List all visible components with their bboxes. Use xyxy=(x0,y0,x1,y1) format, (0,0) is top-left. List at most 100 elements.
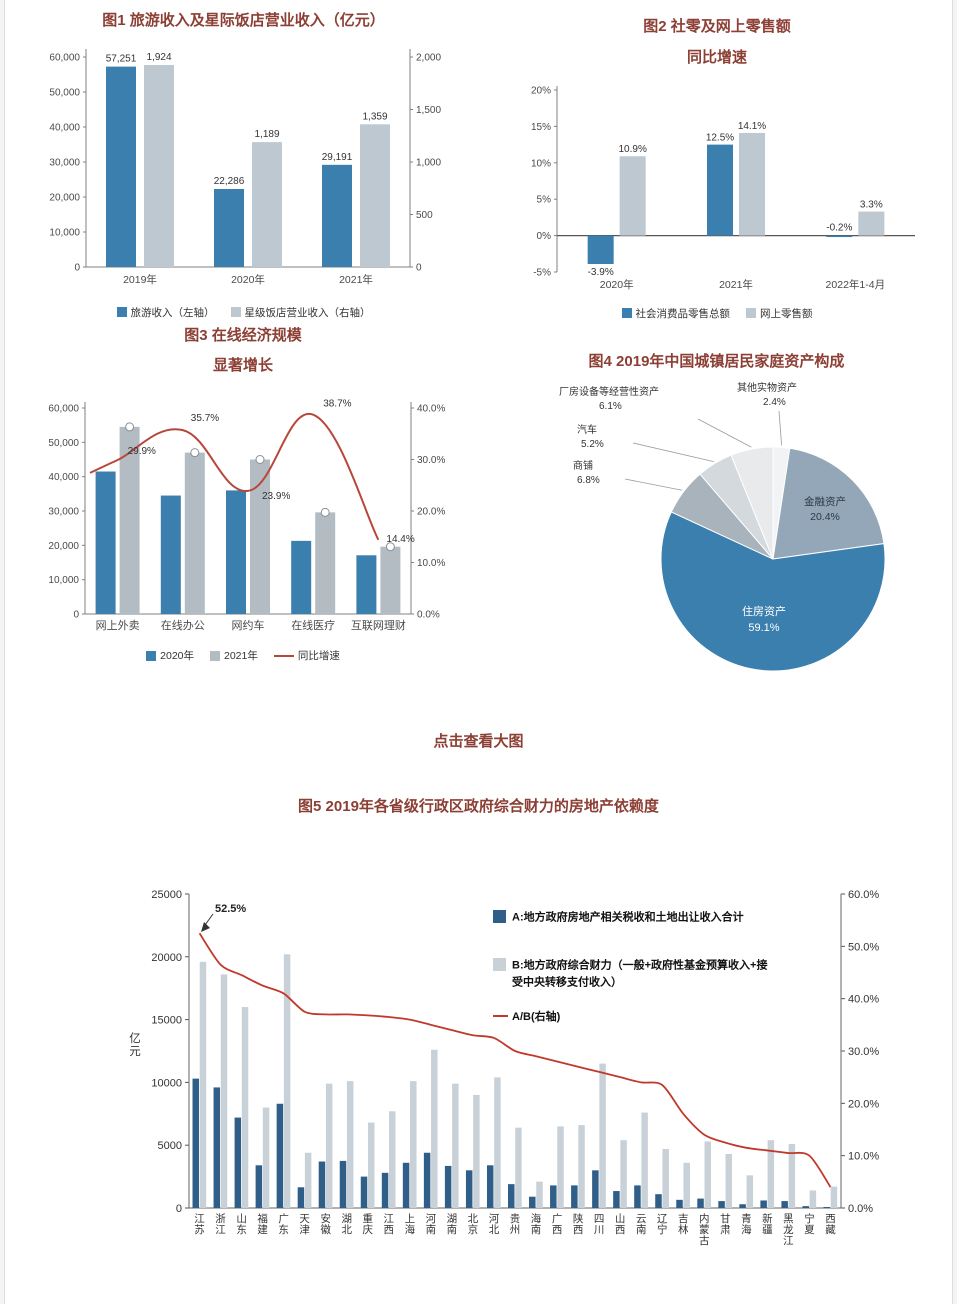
svg-text:20%: 20% xyxy=(531,85,551,96)
svg-text:14.4%: 14.4% xyxy=(386,534,414,545)
svg-text:15%: 15% xyxy=(531,121,551,132)
figure-3: 图3 在线经济规模 显著增长 0 10,000 20,000 30,000 40,000… xyxy=(5,321,481,687)
legend-label: 旅游收入（左轴） xyxy=(130,306,215,319)
svg-text:40,000: 40,000 xyxy=(49,122,80,133)
color-swatch xyxy=(746,308,756,318)
fig4-title: 图4 2019年中国城镇居民家庭资产构成 xyxy=(588,352,845,370)
legend-label: 同比增速 xyxy=(297,650,340,662)
svg-text:57,251: 57,251 xyxy=(105,53,136,64)
svg-text:云南: 云南 xyxy=(636,1213,647,1236)
svg-text:其他实物资产: 其他实物资产 xyxy=(737,381,797,394)
y-axis-unit: 亿元 xyxy=(129,1032,141,1058)
fig2-legend: 社会消费品零售总额 网上零售额 xyxy=(482,306,952,321)
svg-text:湖北: 湖北 xyxy=(341,1213,352,1236)
svg-text:0: 0 xyxy=(73,610,79,621)
svg-text:在线医疗: 在线医疗 xyxy=(291,618,335,632)
svg-text:20.4%: 20.4% xyxy=(810,511,840,523)
svg-text:12.5%: 12.5% xyxy=(706,132,734,143)
svg-text:1,924: 1,924 xyxy=(146,52,171,63)
fig2-title-line2: 同比增速 xyxy=(686,48,747,66)
svg-text:15000: 15000 xyxy=(151,1015,182,1027)
legend-label: 2021年 xyxy=(224,650,258,662)
svg-text:0%: 0% xyxy=(537,231,552,242)
fig1-title: 图1 旅游收入及星际饭店营业收入（亿元） xyxy=(102,12,385,29)
view-large-link[interactable]: 点击查看大图 xyxy=(433,733,524,751)
svg-text:2021年: 2021年 xyxy=(339,273,373,286)
svg-text:23.9%: 23.9% xyxy=(262,491,290,502)
svg-text:江西: 江西 xyxy=(384,1213,395,1236)
svg-text:38.7%: 38.7% xyxy=(323,399,351,410)
svg-text:在线办公: 在线办公 xyxy=(160,618,204,632)
svg-text:10.0%: 10.0% xyxy=(848,1151,879,1163)
svg-text:500: 500 xyxy=(416,210,433,221)
svg-text:青海: 青海 xyxy=(741,1212,752,1236)
svg-text:2019年: 2019年 xyxy=(123,273,157,286)
svg-text:甘肃: 甘肃 xyxy=(720,1212,731,1236)
legend-item: 网上零售额 xyxy=(746,306,813,321)
svg-text:江苏: 江苏 xyxy=(194,1213,205,1236)
figure-1: 图1 旅游收入及星际饭店营业收入（亿元） 0 10,000 20,000 30,000… xyxy=(5,6,482,321)
svg-text:四川: 四川 xyxy=(594,1213,605,1236)
fig1-legend: 旅游收入（左轴） 星级饭店营业收入（右轴） xyxy=(5,305,482,320)
legend-item: 星级饭店营业收入（右轴） xyxy=(230,305,371,320)
svg-text:陕西: 陕西 xyxy=(573,1212,584,1236)
svg-text:网上外卖: 网上外卖 xyxy=(95,619,139,632)
svg-text:A:地方政府房地产相关税收和土地出让收入合计: A:地方政府房地产相关税收和土地出让收入合计 xyxy=(512,910,744,924)
svg-text:网约车: 网约车 xyxy=(231,618,264,632)
fig3-title-line1: 图3 在线经济规模 xyxy=(184,326,302,344)
svg-text:30.0%: 30.0% xyxy=(848,1046,879,1058)
svg-text:内蒙古: 内蒙古 xyxy=(699,1212,710,1247)
svg-text:20000: 20000 xyxy=(151,952,182,964)
color-swatch xyxy=(210,650,220,661)
line-swatch xyxy=(273,654,294,657)
svg-text:1,000: 1,000 xyxy=(416,157,441,168)
color-swatch xyxy=(230,307,241,318)
svg-text:10,000: 10,000 xyxy=(49,227,80,238)
svg-text:重庆: 重庆 xyxy=(363,1212,374,1236)
svg-text:山西: 山西 xyxy=(615,1213,626,1236)
svg-text:-5%: -5% xyxy=(533,267,551,278)
svg-text:北京: 北京 xyxy=(468,1213,479,1236)
svg-text:10.9%: 10.9% xyxy=(618,144,646,155)
svg-text:-0.2%: -0.2% xyxy=(826,222,852,233)
svg-text:2020年: 2020年 xyxy=(231,273,265,286)
svg-text:40.0%: 40.0% xyxy=(417,404,445,415)
svg-text:20,000: 20,000 xyxy=(48,541,79,552)
svg-text:52.5%: 52.5% xyxy=(215,903,246,915)
svg-text:40.0%: 40.0% xyxy=(848,994,879,1006)
svg-text:广西: 广西 xyxy=(552,1213,563,1236)
svg-text:西藏: 西藏 xyxy=(825,1213,836,1236)
svg-text:5%: 5% xyxy=(537,194,552,205)
svg-text:20.0%: 20.0% xyxy=(417,507,445,518)
svg-text:60,000: 60,000 xyxy=(48,404,79,415)
svg-text:2020年: 2020年 xyxy=(600,278,634,291)
svg-text:山东: 山东 xyxy=(236,1213,247,1236)
svg-text:河南: 河南 xyxy=(426,1213,437,1236)
fig1-chart: 0 10,000 20,000 30,000 40,000 50,000 60,000 0 50… xyxy=(49,48,441,286)
svg-text:上海: 上海 xyxy=(405,1213,416,1236)
svg-text:A/B(右轴): A/B(右轴) xyxy=(512,1009,561,1023)
svg-text:10%: 10% xyxy=(531,158,551,169)
legend-label: 2020年 xyxy=(160,650,194,662)
svg-text:0.0%: 0.0% xyxy=(848,1203,873,1215)
svg-text:2,000: 2,000 xyxy=(416,52,441,63)
color-swatch xyxy=(621,308,632,318)
svg-text:20,000: 20,000 xyxy=(49,192,80,203)
svg-text:6.1%: 6.1% xyxy=(599,401,622,412)
legend-label: 社会消费品零售总额 xyxy=(635,307,731,320)
svg-text:0: 0 xyxy=(74,262,80,273)
svg-text:5000: 5000 xyxy=(158,1140,182,1152)
color-swatch xyxy=(116,307,127,318)
svg-text:3.3%: 3.3% xyxy=(860,199,883,210)
fig5-title: 图5 2019年各省级行政区政府综合财力的房地产依赖度 xyxy=(298,798,659,816)
fig4-pie-chart: 厂房设备等经营性资产 6.1% 其他实物资产 2.4% 汽车 5.2% 商铺 6.8% 金融资产… xyxy=(559,381,886,672)
fig5-chart: 0 5000 10000 15000 20000 25000 0.0% 10.0% 20.0% 3… xyxy=(129,889,879,1247)
svg-text:22,286: 22,286 xyxy=(213,176,244,187)
legend-item: 旅游收入（左轴） xyxy=(116,305,215,320)
svg-text:10000: 10000 xyxy=(151,1078,182,1090)
svg-text:30,000: 30,000 xyxy=(49,157,80,168)
svg-text:60.0%: 60.0% xyxy=(848,889,879,901)
svg-text:2.4%: 2.4% xyxy=(763,397,786,408)
svg-text:河北: 河北 xyxy=(489,1213,500,1236)
svg-text:25000: 25000 xyxy=(151,889,182,901)
